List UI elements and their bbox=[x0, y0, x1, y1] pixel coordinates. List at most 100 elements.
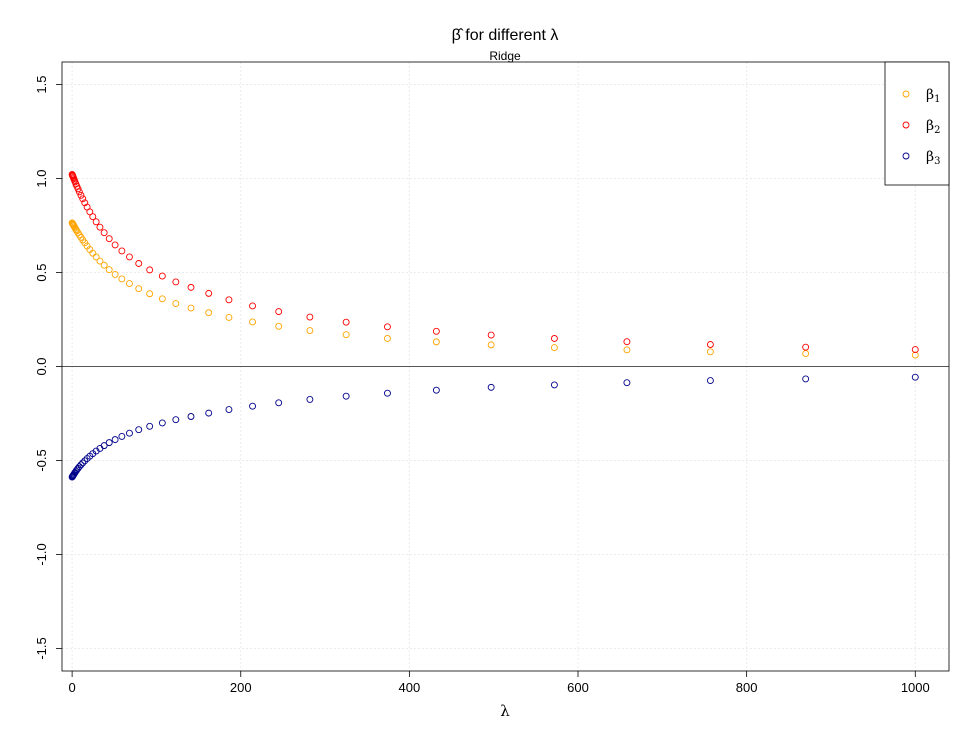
series-β3 bbox=[68, 373, 919, 481]
data-point-β2 bbox=[432, 327, 440, 335]
data-point-β2 bbox=[111, 241, 119, 249]
data-point-β2 bbox=[92, 218, 100, 226]
data-point-β3 bbox=[118, 432, 126, 440]
data-point-β1 bbox=[802, 350, 810, 357]
data-point-β2 bbox=[911, 346, 919, 354]
x-tick-label: 400 bbox=[399, 680, 421, 695]
data-point-β2 bbox=[306, 313, 314, 321]
data-point-β1 bbox=[105, 266, 113, 274]
data-point-β1 bbox=[706, 348, 714, 356]
data-point-β3 bbox=[802, 375, 810, 383]
data-point-β1 bbox=[205, 309, 213, 317]
data-point-β3 bbox=[126, 429, 133, 437]
data-point-β1 bbox=[100, 261, 108, 269]
chart-title: β̂ for different λ bbox=[452, 27, 559, 44]
data-point-β2 bbox=[225, 296, 233, 304]
data-point-β3 bbox=[81, 457, 89, 465]
data-point-β3 bbox=[384, 389, 391, 397]
data-point-β3 bbox=[100, 442, 108, 450]
data-point-β3 bbox=[275, 399, 283, 407]
data-point-β2 bbox=[187, 283, 195, 291]
data-point-β1 bbox=[225, 313, 233, 321]
data-points bbox=[68, 170, 919, 481]
legend-marker bbox=[902, 152, 910, 160]
data-point-β1 bbox=[111, 270, 119, 278]
data-point-β3 bbox=[79, 459, 87, 467]
data-point-β3 bbox=[306, 395, 314, 403]
x-tick-label: 800 bbox=[736, 680, 758, 695]
data-point-β1 bbox=[487, 341, 495, 349]
data-point-β2 bbox=[342, 318, 350, 326]
data-point-β3 bbox=[172, 416, 180, 424]
data-point-β2 bbox=[275, 308, 283, 316]
data-point-β1 bbox=[384, 335, 391, 342]
data-point-β3 bbox=[75, 463, 83, 471]
data-point-β2 bbox=[77, 191, 85, 199]
data-point-β2 bbox=[96, 223, 104, 231]
data-point-β2 bbox=[205, 289, 213, 297]
data-point-β3 bbox=[911, 373, 919, 381]
data-point-β3 bbox=[487, 383, 495, 391]
data-point-β3 bbox=[146, 422, 154, 430]
data-point-β2 bbox=[146, 266, 154, 274]
data-point-β1 bbox=[911, 351, 919, 359]
data-point-β1 bbox=[96, 257, 104, 265]
data-point-β1 bbox=[126, 280, 133, 288]
data-point-β2 bbox=[100, 229, 108, 237]
data-point-β2 bbox=[550, 335, 558, 342]
data-point-β3 bbox=[135, 426, 143, 434]
x-tick-label: 200 bbox=[230, 680, 252, 695]
data-point-β1 bbox=[550, 344, 558, 351]
data-point-β3 bbox=[105, 439, 113, 447]
data-point-β2 bbox=[706, 341, 714, 348]
data-point-β1 bbox=[342, 331, 350, 339]
data-point-β3 bbox=[706, 377, 714, 385]
x-axis-label: λ bbox=[500, 702, 510, 720]
data-point-β1 bbox=[89, 249, 97, 257]
data-point-β3 bbox=[158, 419, 166, 427]
data-point-β1 bbox=[135, 285, 143, 293]
x-tick-label: 600 bbox=[567, 680, 589, 695]
y-tick-label: 0.5 bbox=[34, 263, 49, 281]
data-point-β2 bbox=[158, 272, 166, 280]
legend-marker bbox=[902, 121, 910, 129]
data-point-β2 bbox=[118, 247, 126, 255]
legend-label: β2 bbox=[926, 118, 940, 136]
legend: β1 β2 β3 bbox=[884, 61, 950, 186]
data-point-β1 bbox=[432, 338, 440, 346]
data-point-β3 bbox=[623, 379, 631, 387]
data-point-β3 bbox=[77, 461, 85, 469]
data-point-β2 bbox=[75, 188, 83, 196]
x-tick-label: 0 bbox=[69, 680, 76, 695]
data-point-β3 bbox=[249, 402, 257, 410]
data-point-β1 bbox=[275, 322, 283, 330]
data-point-β2 bbox=[802, 343, 810, 351]
data-point-β1 bbox=[306, 327, 314, 335]
data-point-β2 bbox=[172, 278, 180, 286]
data-point-β2 bbox=[79, 195, 87, 203]
data-point-β1 bbox=[72, 226, 80, 233]
data-point-β2 bbox=[249, 302, 257, 310]
legend-marker bbox=[902, 90, 910, 98]
data-point-β1 bbox=[158, 295, 166, 303]
y-tick-label: -0.5 bbox=[34, 449, 49, 471]
data-point-β3 bbox=[187, 413, 195, 420]
data-point-β2 bbox=[89, 213, 97, 221]
y-tick-label: 0.0 bbox=[34, 357, 49, 375]
data-point-β2 bbox=[126, 253, 133, 261]
data-point-β1 bbox=[623, 346, 631, 354]
series-β1 bbox=[68, 219, 919, 359]
data-point-β3 bbox=[550, 381, 558, 389]
data-point-β1 bbox=[118, 275, 126, 283]
legend-label: β3 bbox=[926, 149, 940, 167]
data-point-β1 bbox=[172, 300, 180, 307]
data-point-β3 bbox=[205, 409, 213, 417]
data-point-β3 bbox=[225, 406, 233, 413]
data-point-β3 bbox=[432, 386, 440, 394]
y-tick-label: 1.5 bbox=[34, 76, 49, 94]
y-tick-label: 1.0 bbox=[34, 169, 49, 187]
chart-subtitle: Ridge bbox=[489, 49, 521, 63]
y-tick-label: -1.5 bbox=[34, 637, 49, 659]
data-point-β2 bbox=[135, 260, 143, 267]
